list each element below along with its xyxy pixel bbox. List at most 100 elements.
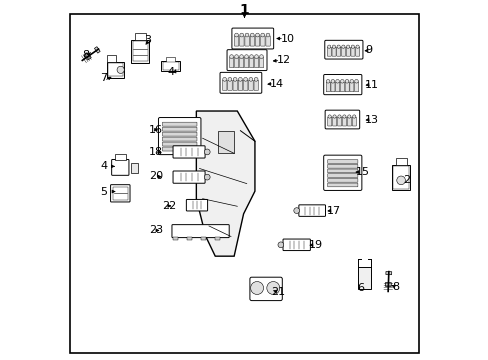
- FancyBboxPatch shape: [229, 58, 233, 68]
- FancyBboxPatch shape: [341, 47, 345, 56]
- FancyBboxPatch shape: [227, 80, 232, 90]
- FancyBboxPatch shape: [327, 174, 357, 177]
- Circle shape: [117, 66, 124, 73]
- Circle shape: [347, 115, 350, 118]
- Text: 23: 23: [149, 225, 163, 235]
- Circle shape: [238, 77, 242, 81]
- FancyBboxPatch shape: [354, 82, 358, 92]
- Circle shape: [337, 115, 341, 118]
- Text: 3: 3: [143, 35, 150, 45]
- FancyBboxPatch shape: [173, 146, 204, 158]
- Text: 21: 21: [271, 287, 285, 297]
- FancyBboxPatch shape: [162, 147, 197, 151]
- FancyBboxPatch shape: [244, 36, 249, 46]
- Text: 11: 11: [365, 80, 378, 90]
- Text: 18: 18: [149, 147, 163, 157]
- Polygon shape: [385, 282, 390, 287]
- FancyBboxPatch shape: [162, 132, 197, 136]
- Circle shape: [332, 115, 336, 118]
- Circle shape: [259, 55, 263, 59]
- FancyBboxPatch shape: [346, 117, 351, 126]
- Text: 4: 4: [101, 161, 107, 171]
- Circle shape: [330, 80, 334, 83]
- FancyBboxPatch shape: [346, 47, 349, 56]
- FancyBboxPatch shape: [265, 36, 270, 46]
- FancyBboxPatch shape: [326, 47, 331, 56]
- Text: 2: 2: [402, 175, 409, 185]
- Circle shape: [227, 77, 231, 81]
- Bar: [218, 131, 234, 153]
- FancyBboxPatch shape: [162, 127, 197, 131]
- Bar: [113, 187, 127, 200]
- FancyBboxPatch shape: [255, 36, 259, 46]
- Circle shape: [277, 242, 283, 248]
- FancyBboxPatch shape: [239, 58, 243, 68]
- FancyBboxPatch shape: [162, 122, 197, 126]
- FancyBboxPatch shape: [231, 28, 273, 49]
- Circle shape: [244, 33, 248, 37]
- Polygon shape: [385, 271, 391, 275]
- FancyBboxPatch shape: [222, 80, 226, 90]
- Text: 13: 13: [365, 114, 378, 125]
- Bar: [201, 237, 205, 240]
- Circle shape: [341, 45, 345, 48]
- Circle shape: [349, 80, 353, 83]
- Circle shape: [234, 55, 238, 59]
- FancyBboxPatch shape: [234, 58, 238, 68]
- FancyBboxPatch shape: [233, 80, 237, 90]
- Bar: [186, 237, 191, 240]
- Text: 10: 10: [280, 33, 294, 44]
- Circle shape: [239, 55, 243, 59]
- FancyBboxPatch shape: [330, 82, 334, 92]
- Circle shape: [248, 77, 252, 81]
- FancyBboxPatch shape: [325, 110, 359, 129]
- Bar: [173, 237, 178, 240]
- Circle shape: [204, 149, 210, 155]
- FancyBboxPatch shape: [324, 40, 362, 59]
- FancyBboxPatch shape: [327, 117, 331, 126]
- FancyBboxPatch shape: [244, 58, 248, 68]
- Circle shape: [255, 33, 259, 37]
- Bar: [163, 63, 178, 70]
- Circle shape: [250, 33, 254, 37]
- Bar: [132, 41, 147, 61]
- Circle shape: [327, 45, 330, 48]
- FancyBboxPatch shape: [173, 171, 204, 183]
- FancyBboxPatch shape: [111, 159, 129, 175]
- FancyBboxPatch shape: [238, 80, 242, 90]
- Circle shape: [336, 45, 340, 48]
- Circle shape: [354, 80, 358, 83]
- FancyBboxPatch shape: [239, 36, 244, 46]
- Text: 20: 20: [149, 171, 163, 181]
- Text: 15: 15: [355, 167, 369, 177]
- Circle shape: [345, 80, 348, 83]
- FancyBboxPatch shape: [243, 80, 247, 90]
- Text: 22: 22: [162, 201, 176, 211]
- FancyBboxPatch shape: [351, 117, 356, 126]
- FancyBboxPatch shape: [327, 179, 357, 182]
- FancyBboxPatch shape: [260, 36, 264, 46]
- Circle shape: [243, 77, 247, 81]
- FancyBboxPatch shape: [323, 155, 361, 190]
- Circle shape: [335, 80, 339, 83]
- FancyBboxPatch shape: [298, 205, 325, 216]
- FancyBboxPatch shape: [234, 36, 238, 46]
- FancyBboxPatch shape: [158, 118, 201, 155]
- FancyBboxPatch shape: [355, 47, 359, 56]
- Circle shape: [260, 33, 264, 37]
- Text: 9: 9: [365, 45, 371, 55]
- Circle shape: [254, 55, 258, 59]
- Circle shape: [240, 33, 243, 37]
- Bar: [391, 165, 409, 190]
- Bar: [134, 33, 145, 40]
- FancyBboxPatch shape: [345, 82, 348, 92]
- Bar: [108, 63, 122, 76]
- FancyBboxPatch shape: [349, 82, 353, 92]
- FancyBboxPatch shape: [249, 58, 253, 68]
- Bar: [166, 57, 175, 62]
- FancyBboxPatch shape: [253, 80, 258, 90]
- Circle shape: [355, 45, 359, 48]
- FancyBboxPatch shape: [327, 165, 357, 168]
- Bar: [161, 61, 180, 72]
- Circle shape: [293, 208, 299, 213]
